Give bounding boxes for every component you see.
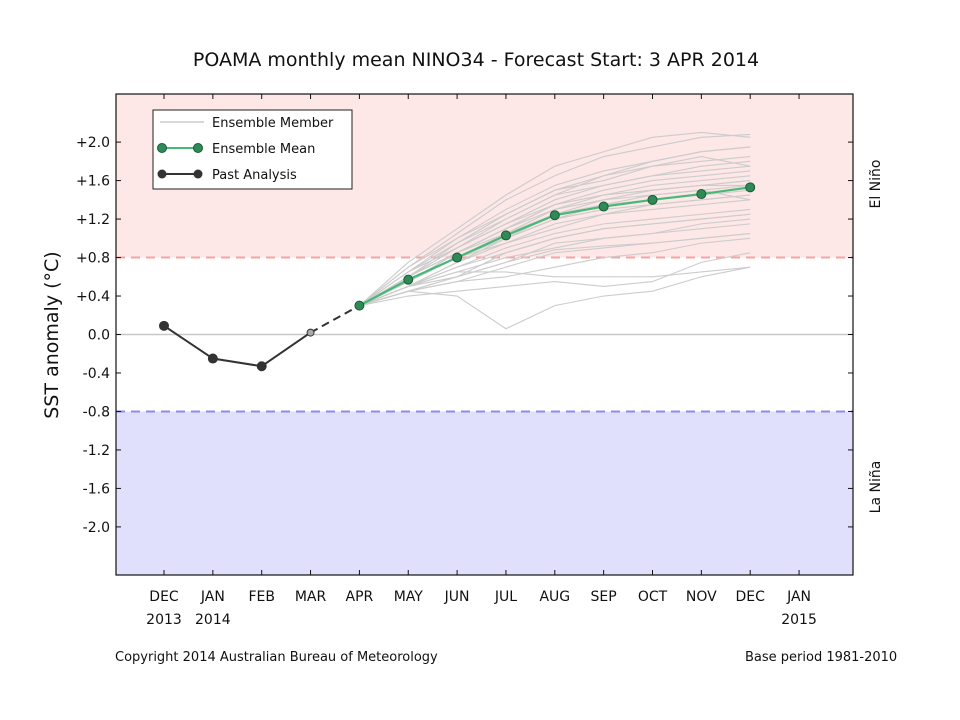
x-tick-year-label: 2014 [195, 612, 231, 628]
legend-past-analysis-marker [193, 169, 203, 179]
la-nina-region-label: La Niña [868, 461, 884, 514]
y-tick-label: +1.6 [76, 174, 110, 190]
x-tick-label: DEC [735, 589, 765, 605]
past-analysis-point [256, 361, 267, 372]
y-tick-label: -1.2 [83, 443, 110, 459]
y-tick-label: +2.0 [76, 135, 110, 151]
legend-box [152, 109, 353, 190]
y-axis-label: SST anomaly (°C) [41, 251, 63, 418]
ensemble-member-line [359, 213, 751, 307]
ensemble-mean-point [598, 201, 609, 212]
past-analysis-point [306, 328, 315, 337]
la-nina-region [116, 411, 853, 575]
ensemble-member-line [359, 165, 751, 307]
y-tick-label: +0.8 [76, 251, 110, 267]
x-tick-label: JUN [444, 589, 470, 605]
x-tick-year-label: 2015 [781, 612, 817, 628]
x-tick-label: MAR [295, 589, 327, 605]
ensemble-member-line [359, 133, 751, 307]
ensemble-mean-point [647, 194, 658, 205]
x-tick-label: JAN [786, 589, 811, 605]
chart-title: POAMA monthly mean NINO34 - Forecast Sta… [193, 49, 759, 71]
x-tick-label: MAY [394, 589, 424, 605]
y-tick-label: -2.0 [83, 520, 110, 536]
y-tick-label: +1.2 [76, 212, 110, 228]
legend-ensemble-mean-marker [157, 143, 167, 153]
x-tick-year-label: 2013 [146, 612, 182, 628]
ensemble-member-line [359, 266, 751, 330]
ensemble-member-line [359, 237, 751, 307]
x-tick-label: JAN [200, 589, 225, 605]
forecast-link-line [310, 304, 360, 334]
copyright-note: Copyright 2014 Australian Bureau of Mete… [115, 650, 438, 665]
y-tick-label: -1.6 [83, 481, 110, 497]
x-tick-label: DEC [149, 589, 179, 605]
legend-ensemble-mean: Ensemble Mean [212, 142, 315, 157]
past-analysis-point [207, 353, 218, 364]
ensemble-mean-point [452, 252, 463, 263]
x-tick-label: AUG [539, 589, 570, 605]
ensemble-mean-point [745, 182, 756, 193]
legend-past-analysis-marker [157, 169, 167, 179]
x-tick-label: APR [346, 589, 374, 605]
y-tick-label: -0.8 [83, 404, 110, 420]
legend-ensemble-mean-marker [193, 143, 203, 153]
ensemble-member-line [359, 180, 751, 307]
ensemble-mean-point [549, 210, 560, 221]
y-tick-label: +0.4 [76, 289, 110, 305]
ensemble-member-line [359, 160, 751, 307]
ensemble-member-line [359, 199, 751, 307]
x-tick-label: NOV [686, 589, 717, 605]
legend-past-analysis: Past Analysis [212, 168, 297, 183]
legend: Ensemble Member Ensemble Mean Past Analy… [152, 109, 353, 190]
ensemble-member-line [359, 208, 751, 307]
ensemble-member-line [359, 146, 751, 307]
ensemble-mean-point [403, 274, 414, 285]
ensemble-member-line [359, 252, 751, 307]
ensemble-member-line [359, 131, 751, 307]
ensemble-member-line [359, 218, 751, 307]
plot-area: +2.0 +1.6 +1.2 +0.8 +0.4 0.0 -0.4 -0.8 -1.2 -1.6 -… [76, 93, 854, 628]
x-tick-label: SEP [591, 589, 617, 605]
x-tick-label: JUL [494, 589, 517, 605]
ensemble-mean-point [500, 230, 511, 241]
legend-ensemble-member: Ensemble Member [212, 116, 334, 131]
ensemble-mean-point [354, 300, 365, 311]
y-tick-label: 0.0 [88, 328, 110, 344]
ensemble-mean-point [696, 189, 707, 200]
el-nino-region-label: El Niño [868, 160, 884, 209]
past-analysis-point [159, 320, 169, 331]
x-tick-label: FEB [248, 589, 275, 605]
y-tick-label: -0.4 [83, 366, 110, 382]
x-tick-label: OCT [638, 589, 668, 605]
ensemble-member-line [359, 266, 751, 307]
ensemble-member-line [359, 155, 751, 307]
base-period-note: Base period 1981-2010 [745, 650, 898, 665]
past-analysis-line [163, 325, 312, 368]
